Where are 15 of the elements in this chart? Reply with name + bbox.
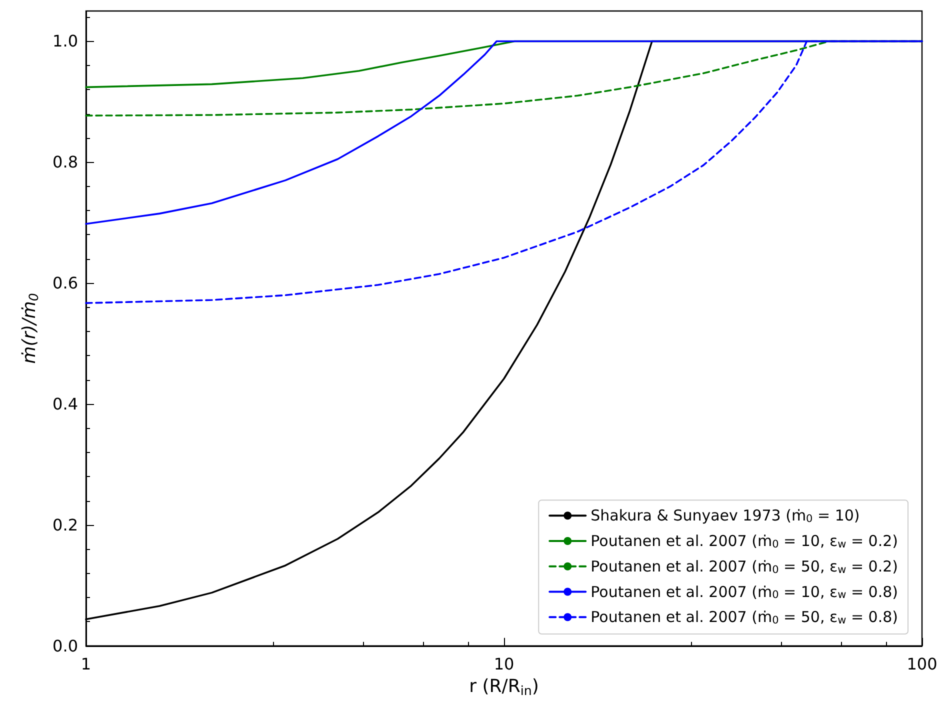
legend-label: Poutanen et al. 2007 (ṁ0 = 50, εw = 0.8): [590, 608, 898, 626]
x-tick-label: 1: [80, 654, 92, 674]
legend-label: Poutanen et al. 2007 (ṁ0 = 10, εw = 0.8): [590, 582, 898, 602]
y-tick-label: 0.4: [52, 394, 78, 414]
y-tick-label: 1.0: [52, 32, 78, 51]
y-tick-label: 0.2: [52, 515, 78, 534]
legend-label: Poutanen et al. 2007 (ṁ0 = 10, εw = 0.2): [590, 532, 898, 550]
x-tick-label: 10: [494, 654, 514, 674]
legend-label: Shakura & Sunyaev 1973 (ṁ0 = 10): [590, 506, 860, 525]
legend-label: Poutanen et al. 2007 (ṁ0 = 50, εw = 0.2): [590, 557, 898, 576]
y-tick-label: 0.6: [52, 274, 78, 293]
y-axis-title: ṁ(r)/ṁ0: [18, 293, 41, 364]
y-tick-label: 0.0: [52, 636, 78, 656]
y-tick-label: 0.8: [52, 152, 78, 172]
x-tick-label: 100: [906, 654, 938, 674]
